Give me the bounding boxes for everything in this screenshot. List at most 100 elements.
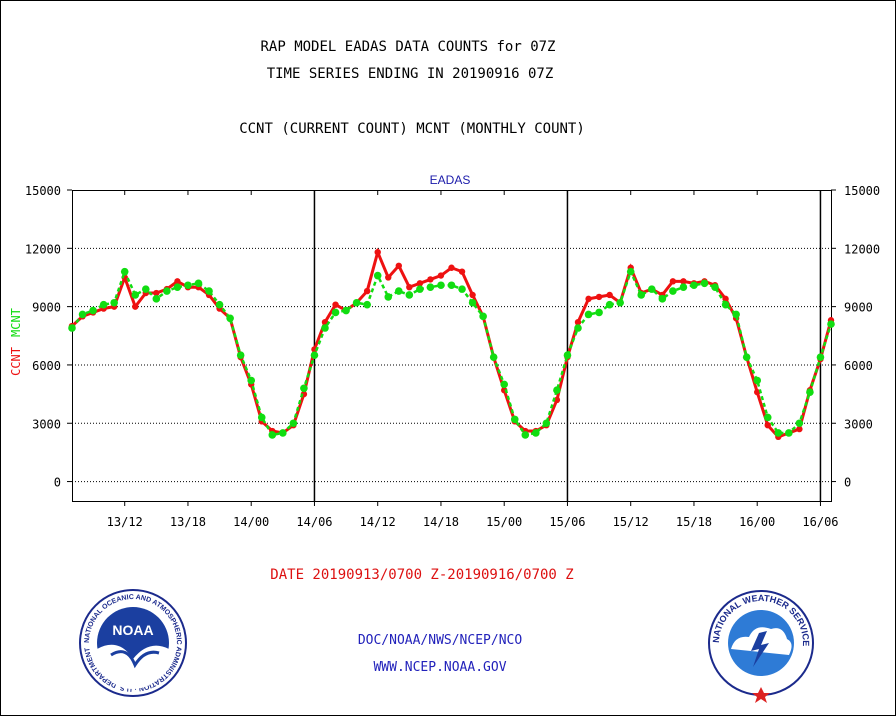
- data-point-mcnt: [373, 271, 382, 280]
- title-line-1: RAP MODEL EADAS DATA COUNTS for 07Z: [260, 39, 555, 55]
- y-tick-label-right: 0: [844, 476, 851, 490]
- data-point-mcnt: [247, 376, 256, 385]
- data-point-mcnt: [574, 324, 582, 332]
- data-point-mcnt: [447, 281, 456, 290]
- data-point-mcnt: [68, 324, 76, 332]
- x-tick-label: 16/00: [739, 515, 775, 529]
- data-point-mcnt: [658, 295, 667, 303]
- data-point-mcnt: [257, 413, 266, 422]
- data-point-mcnt: [163, 287, 171, 295]
- data-point-ccnt: [332, 301, 339, 308]
- data-point-mcnt: [363, 300, 371, 309]
- noaa-logo-text: NOAA: [112, 622, 153, 638]
- data-point-mcnt: [416, 285, 424, 293]
- data-point-ccnt: [680, 278, 687, 285]
- data-point-mcnt: [595, 308, 603, 317]
- data-point-mcnt: [479, 312, 487, 321]
- data-point-mcnt: [384, 293, 393, 301]
- title-line-2: TIME SERIES ENDING IN 20190916 07Z: [267, 66, 554, 82]
- data-point-mcnt: [542, 419, 551, 428]
- y-tick-label-left: 3000: [32, 417, 61, 431]
- x-tick-label: 13/18: [170, 515, 206, 529]
- y-tick-label-left: 6000: [32, 359, 61, 373]
- data-point-mcnt: [458, 285, 466, 293]
- data-point-mcnt: [669, 287, 677, 295]
- x-axis: 13/12 13/18 14/00 14/06 14/12 14/18 15/00 15/06…: [107, 190, 839, 529]
- x-tick-label: 15/18: [676, 515, 712, 529]
- data-point-mcnt: [489, 353, 498, 361]
- data-point-mcnt: [711, 283, 719, 291]
- data-point-mcnt: [300, 384, 308, 393]
- y-tick-label-right: 3000: [844, 417, 873, 431]
- data-point-mcnt: [236, 351, 245, 360]
- data-point-ccnt: [385, 274, 392, 281]
- data-point-mcnt: [152, 295, 161, 303]
- y-axis-label: CCNT MCNT: [9, 308, 23, 376]
- y-tick-label-right: 12000: [844, 242, 880, 256]
- data-point-ccnt: [437, 272, 445, 279]
- data-point-ccnt: [395, 262, 402, 270]
- noaa-logo-icon: NATIONAL OCEANIC AND ATMOSPHERIC ADMINIS…: [79, 589, 187, 697]
- data-point-mcnt: [553, 386, 561, 395]
- data-point-mcnt: [194, 279, 203, 288]
- x-tick-label: 14/06: [296, 515, 332, 529]
- data-point-ccnt: [374, 249, 381, 256]
- data-point-mcnt: [268, 431, 277, 439]
- data-point-mcnt: [742, 353, 751, 361]
- data-point-ccnt: [363, 287, 371, 295]
- data-point-mcnt: [426, 283, 435, 291]
- data-point-mcnt: [806, 388, 814, 396]
- x-tick-label: 14/12: [360, 515, 396, 529]
- date-range: DATE 20190913/0700 Z-20190916/0700 Z: [270, 567, 573, 583]
- y-tick-label-right: 15000: [844, 184, 880, 198]
- data-point-mcnt: [226, 314, 234, 323]
- data-point-ccnt: [416, 280, 424, 287]
- data-point-mcnt: [131, 291, 140, 299]
- data-point-mcnt: [99, 300, 108, 309]
- data-point-mcnt: [584, 310, 593, 319]
- x-tick-label: 13/12: [107, 515, 143, 529]
- plot-title: EADAS: [430, 173, 471, 187]
- data-point-mcnt: [532, 429, 540, 437]
- data-point-ccnt: [153, 289, 160, 297]
- data-point-ccnt: [406, 283, 413, 291]
- data-point-ccnt: [595, 293, 603, 301]
- series-lines: [68, 247, 835, 441]
- y-tick-label-left: 9000: [32, 301, 61, 315]
- data-point-mcnt: [637, 291, 646, 299]
- data-point-mcnt: [721, 300, 730, 309]
- x-tick-label: 16/06: [802, 515, 838, 529]
- url-line: WWW.NCEP.NOAA.GOV: [373, 660, 506, 675]
- data-point-mcnt: [616, 298, 624, 307]
- data-point-mcnt: [774, 429, 783, 437]
- data-point-mcnt: [690, 281, 698, 290]
- data-point-ccnt: [585, 295, 592, 303]
- data-point-ccnt: [606, 291, 613, 299]
- data-point-mcnt: [753, 376, 762, 385]
- data-point-mcnt: [816, 353, 825, 361]
- data-point-mcnt: [289, 419, 298, 428]
- data-point-mcnt: [500, 380, 509, 389]
- x-tick-label: 15/06: [549, 515, 585, 529]
- data-point-ccnt: [764, 421, 771, 429]
- data-point-mcnt: [679, 283, 688, 291]
- plot-frame: [72, 190, 832, 502]
- data-point-mcnt: [700, 279, 709, 288]
- data-point-mcnt: [110, 298, 118, 307]
- data-point-ccnt: [574, 318, 582, 326]
- y-tick-label-right: 6000: [844, 359, 873, 373]
- data-point-mcnt: [342, 306, 350, 315]
- y-axis-label-mcnt: MCNT: [9, 308, 23, 337]
- data-point-mcnt: [205, 287, 213, 295]
- data-point-mcnt: [437, 281, 445, 290]
- org-line: DOC/NOAA/NWS/NCEP/NCO: [358, 633, 523, 648]
- data-point-ccnt: [458, 268, 466, 275]
- data-point-mcnt: [626, 267, 635, 276]
- data-point-mcnt: [521, 431, 530, 439]
- data-point-mcnt: [563, 351, 572, 360]
- data-point-mcnt: [141, 285, 150, 293]
- data-point-ccnt: [427, 276, 434, 283]
- plot-area: 0 3000 6000 9000 12000 15000 0 3000 6000 9000 120…: [25, 184, 880, 529]
- x-tick-label: 14/18: [423, 515, 459, 529]
- data-point-mcnt: [827, 320, 835, 328]
